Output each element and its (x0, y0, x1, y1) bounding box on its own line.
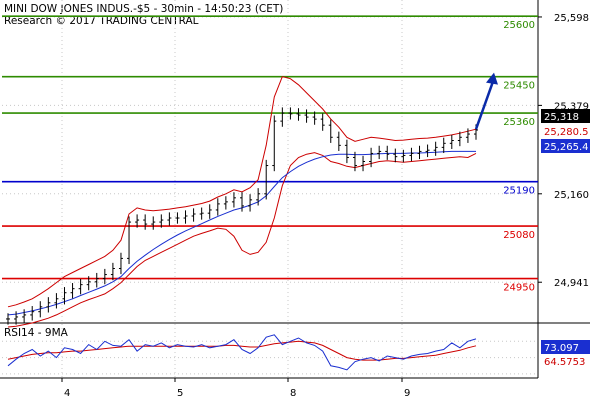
value-tag-price: 25,318 (544, 112, 579, 123)
rsi-line (7, 334, 477, 371)
value-tag-rsi_ma-box (541, 354, 590, 368)
y-tick-label-1: 25,379 (554, 101, 589, 112)
grid (2, 0, 538, 378)
level-label-24950: 24950 (503, 283, 535, 294)
forecast-arrow-head (486, 72, 498, 85)
band-lower-line (7, 152, 477, 328)
chart-header-copyright: Research © 2017 TRADING CENTRAL (4, 15, 199, 27)
level-label-25600: 25600 (503, 20, 535, 31)
x-tick-label-1: 5 (177, 388, 183, 399)
band-upper-line (7, 76, 477, 308)
forecast-arrow-line (474, 78, 496, 130)
value-tag-rsi-box (541, 340, 590, 354)
x-tick-label-0: 4 (64, 388, 70, 399)
value-tag-price-box (541, 109, 590, 123)
level-label-25450: 25450 (503, 81, 535, 92)
value-tag-rsi_ma: 64.5753 (544, 357, 585, 368)
level-label-25360: 25360 (503, 117, 535, 128)
value-tag-bands: 25,280.5 (544, 127, 589, 138)
value-tags: 25,318 25,280.5 25,265.4 73.097 64.5753 (541, 109, 590, 368)
y-tick-label-3: 24,941 (554, 278, 589, 289)
chart-header-instrument: MINI DOW JONES INDUS.-$5 - 30min - 14:50… (4, 3, 283, 15)
value-tag-bands-box (541, 124, 590, 138)
x-tick-label-2: 8 (290, 388, 296, 399)
level-label-25190: 25190 (503, 186, 535, 197)
axis-ticks: 25,598 25,379 25,160 24,941 4 5 8 9 (61, 13, 589, 399)
candles (6, 72, 498, 325)
value-tag-ma: 25,265.4 (544, 142, 589, 153)
value-tag-rsi: 73.097 (544, 343, 579, 354)
level-label-25080: 25080 (503, 230, 535, 241)
y-tick-label-0: 25,598 (554, 13, 589, 24)
value-tag-ma-box (541, 139, 590, 153)
rsi-panel (7, 334, 477, 371)
support-resistance-levels: 25600 25450 25360 25190 25080 24950 (2, 15, 538, 294)
x-tick-label-3: 9 (404, 388, 410, 399)
rsi-header: RSI14 - 9MA (4, 327, 69, 339)
y-tick-label-2: 25,160 (554, 190, 589, 201)
